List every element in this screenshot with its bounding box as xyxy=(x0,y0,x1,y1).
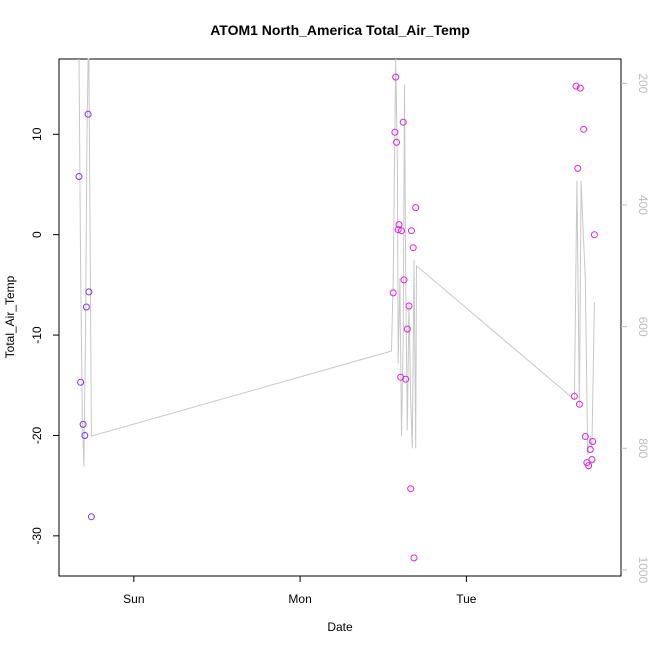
data-point xyxy=(391,128,399,136)
data-point xyxy=(412,204,420,212)
series-points-layer xyxy=(75,73,598,562)
y-tick-label: -30 xyxy=(30,527,44,545)
data-point xyxy=(570,392,578,400)
data-point xyxy=(398,227,405,235)
data-point xyxy=(589,438,597,445)
data-point xyxy=(586,446,594,453)
data-point xyxy=(82,303,90,311)
data-point xyxy=(395,221,403,229)
x-tick-label: Sun xyxy=(123,592,144,606)
data-point xyxy=(585,462,593,470)
data-point xyxy=(400,276,408,284)
y-tick-label: -10 xyxy=(30,326,44,344)
data-point xyxy=(408,227,415,235)
data-point xyxy=(393,138,400,146)
data-point xyxy=(87,513,95,521)
data-point xyxy=(581,433,589,440)
y2-tick-label: 400 xyxy=(636,195,650,215)
data-point xyxy=(402,375,410,383)
data-point xyxy=(81,432,89,439)
data-point xyxy=(84,110,92,118)
data-point xyxy=(588,456,596,463)
data-point xyxy=(403,325,411,333)
series-line-2 xyxy=(78,58,595,467)
data-point xyxy=(407,485,415,493)
data-point xyxy=(575,400,583,408)
data-point xyxy=(405,302,413,310)
data-point xyxy=(590,231,598,239)
x-tick-label: Mon xyxy=(288,592,311,606)
x-tick-label: Tue xyxy=(456,592,477,606)
y-axis-right: 200 400 600 800 1000 xyxy=(621,73,650,584)
x-axis-label: Date xyxy=(327,620,353,634)
data-point xyxy=(580,125,588,133)
data-point xyxy=(85,288,93,296)
x-axis: Sun Mon Tue xyxy=(123,576,477,606)
series-line-layer xyxy=(78,58,595,467)
data-point xyxy=(574,164,582,172)
data-point xyxy=(389,289,397,297)
data-point xyxy=(572,82,580,90)
y-axis-label: Total_Air_Temp xyxy=(3,275,17,358)
data-point xyxy=(399,118,407,126)
y-tick-label: -20 xyxy=(30,426,44,444)
data-point xyxy=(79,420,87,428)
data-point xyxy=(75,173,83,180)
data-point xyxy=(576,84,584,92)
plot-frame xyxy=(58,58,622,577)
data-point xyxy=(392,73,400,81)
data-point xyxy=(77,378,85,386)
y2-tick-label: 1000 xyxy=(636,557,650,584)
data-point xyxy=(394,226,402,234)
chart-title: ATOM1 North_America Total_Air_Temp xyxy=(210,22,470,38)
data-point xyxy=(410,554,418,562)
y-tick-label: 10 xyxy=(30,127,44,141)
y-tick-label: 0 xyxy=(30,231,44,238)
y-axis-left: -30 -20 -10 0 10 xyxy=(30,127,59,545)
y2-tick-label: 600 xyxy=(636,317,650,337)
y2-tick-label: 200 xyxy=(636,73,650,93)
data-point xyxy=(409,244,417,252)
y2-tick-label: 800 xyxy=(636,438,650,458)
